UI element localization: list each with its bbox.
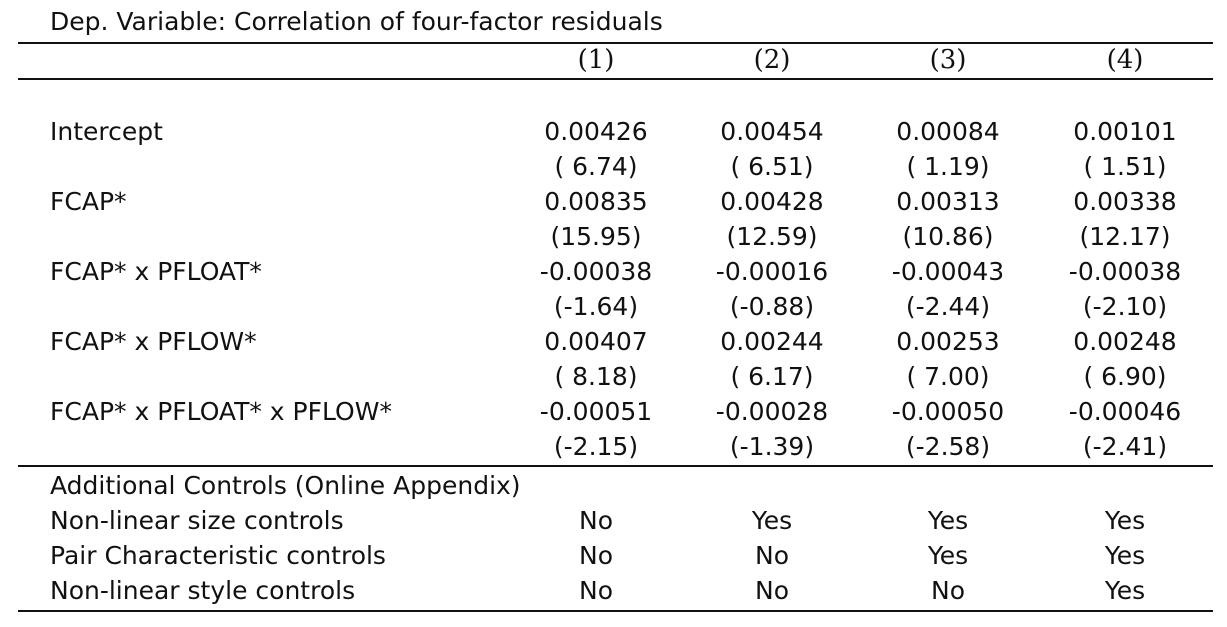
- tstat-cell: (-2.41): [1082, 432, 1168, 461]
- estimate-cell: 0.00313: [896, 187, 1000, 216]
- control-cell: Yes: [1104, 576, 1146, 605]
- estimate-cell: -0.00038: [539, 257, 653, 286]
- coefficient-row: Intercept 0.00426 0.00454 0.00084 0.0010…: [0, 114, 1227, 149]
- row-label: FCAP* x PFLOW*: [50, 327, 257, 356]
- row-label: Intercept: [50, 117, 163, 146]
- control-cell: Yes: [927, 541, 969, 570]
- controls-header: Additional Controls (Online Appendix): [50, 471, 521, 500]
- tstat-cell: (-2.10): [1082, 292, 1168, 321]
- row-label: FCAP* x PFLOAT*: [50, 257, 262, 286]
- column-header: (3): [929, 45, 967, 75]
- column-header: (1): [577, 45, 615, 75]
- estimate-cell: 0.00244: [720, 327, 824, 356]
- estimate-cell: 0.00407: [544, 327, 648, 356]
- tstat-cell: (10.86): [902, 222, 994, 251]
- row-label: FCAP* x PFLOAT* x PFLOW*: [50, 397, 392, 426]
- tstat-row: ( 6.74) ( 6.51) ( 1.19) ( 1.51): [0, 149, 1227, 184]
- estimate-cell: -0.00043: [891, 257, 1005, 286]
- estimate-cell: 0.00253: [896, 327, 1000, 356]
- tstat-cell: (-2.44): [905, 292, 991, 321]
- estimate-cell: -0.00028: [715, 397, 829, 426]
- estimate-cell: 0.00338: [1073, 187, 1177, 216]
- control-cell: No: [755, 576, 789, 605]
- table-title: Dep. Variable: Correlation of four-facto…: [50, 7, 663, 36]
- tstat-cell: ( 1.51): [1083, 152, 1167, 181]
- column-header: (2): [753, 45, 791, 75]
- estimate-cell: 0.00084: [896, 117, 1000, 146]
- tstat-cell: ( 6.90): [1083, 362, 1167, 391]
- control-cell: Yes: [927, 506, 969, 535]
- coefficient-row: FCAP* 0.00835 0.00428 0.00313 0.00338: [0, 184, 1227, 219]
- tstat-cell: (-2.15): [553, 432, 639, 461]
- mid-rule: [18, 465, 1213, 467]
- control-row: Non-linear style controls No No No Yes: [0, 573, 1227, 608]
- bottom-rule: [18, 610, 1213, 612]
- tstat-cell: ( 7.00): [906, 362, 990, 391]
- estimate-cell: -0.00038: [1068, 257, 1182, 286]
- tstat-row: (-1.64) (-0.88) (-2.44) (-2.10): [0, 289, 1227, 324]
- header-rule: [18, 78, 1213, 80]
- tstat-cell: (-1.64): [553, 292, 639, 321]
- coefficient-row: FCAP* x PFLOAT* x PFLOW* -0.00051 -0.000…: [0, 394, 1227, 429]
- row-label: Non-linear style controls: [50, 576, 356, 605]
- control-cell: Yes: [1104, 506, 1146, 535]
- column-header: (4): [1106, 45, 1144, 75]
- estimate-cell: 0.00428: [720, 187, 824, 216]
- control-cell: No: [931, 576, 965, 605]
- control-cell: Yes: [1104, 541, 1146, 570]
- coefficient-row: FCAP* x PFLOAT* -0.00038 -0.00016 -0.000…: [0, 254, 1227, 289]
- tstat-cell: ( 6.51): [730, 152, 814, 181]
- tstat-row: ( 8.18) ( 6.17) ( 7.00) ( 6.90): [0, 359, 1227, 394]
- control-cell: No: [579, 541, 613, 570]
- tstat-cell: (12.17): [1079, 222, 1171, 251]
- controls-header-row: Additional Controls (Online Appendix): [0, 468, 1227, 503]
- estimate-cell: 0.00248: [1073, 327, 1177, 356]
- control-cell: No: [755, 541, 789, 570]
- tstat-cell: (-1.39): [729, 432, 815, 461]
- control-row: Non-linear size controls No Yes Yes Yes: [0, 503, 1227, 538]
- row-label: Pair Characteristic controls: [50, 541, 386, 570]
- tstat-row: (15.95) (12.59) (10.86) (12.17): [0, 219, 1227, 254]
- tstat-cell: ( 1.19): [906, 152, 990, 181]
- tstat-cell: ( 6.17): [730, 362, 814, 391]
- estimate-cell: -0.00050: [891, 397, 1005, 426]
- top-rule: [18, 42, 1213, 44]
- tstat-cell: (-2.58): [905, 432, 991, 461]
- control-cell: Yes: [751, 506, 793, 535]
- tstat-cell: (15.95): [550, 222, 642, 251]
- row-label: Non-linear size controls: [50, 506, 344, 535]
- tstat-cell: (12.59): [726, 222, 818, 251]
- estimate-cell: 0.00835: [544, 187, 648, 216]
- estimate-cell: -0.00046: [1068, 397, 1182, 426]
- estimate-cell: 0.00454: [720, 117, 824, 146]
- tstat-cell: ( 8.18): [554, 362, 638, 391]
- tstat-cell: ( 6.74): [554, 152, 638, 181]
- row-label: FCAP*: [50, 187, 127, 216]
- tstat-row: (-2.15) (-1.39) (-2.58) (-2.41): [0, 429, 1227, 464]
- estimate-cell: 0.00426: [544, 117, 648, 146]
- coefficient-row: FCAP* x PFLOW* 0.00407 0.00244 0.00253 0…: [0, 324, 1227, 359]
- control-cell: No: [579, 506, 613, 535]
- estimate-cell: 0.00101: [1073, 117, 1177, 146]
- estimate-cell: -0.00016: [715, 257, 829, 286]
- tstat-cell: (-0.88): [729, 292, 815, 321]
- control-cell: No: [579, 576, 613, 605]
- control-row: Pair Characteristic controls No No Yes Y…: [0, 538, 1227, 573]
- estimate-cell: -0.00051: [539, 397, 653, 426]
